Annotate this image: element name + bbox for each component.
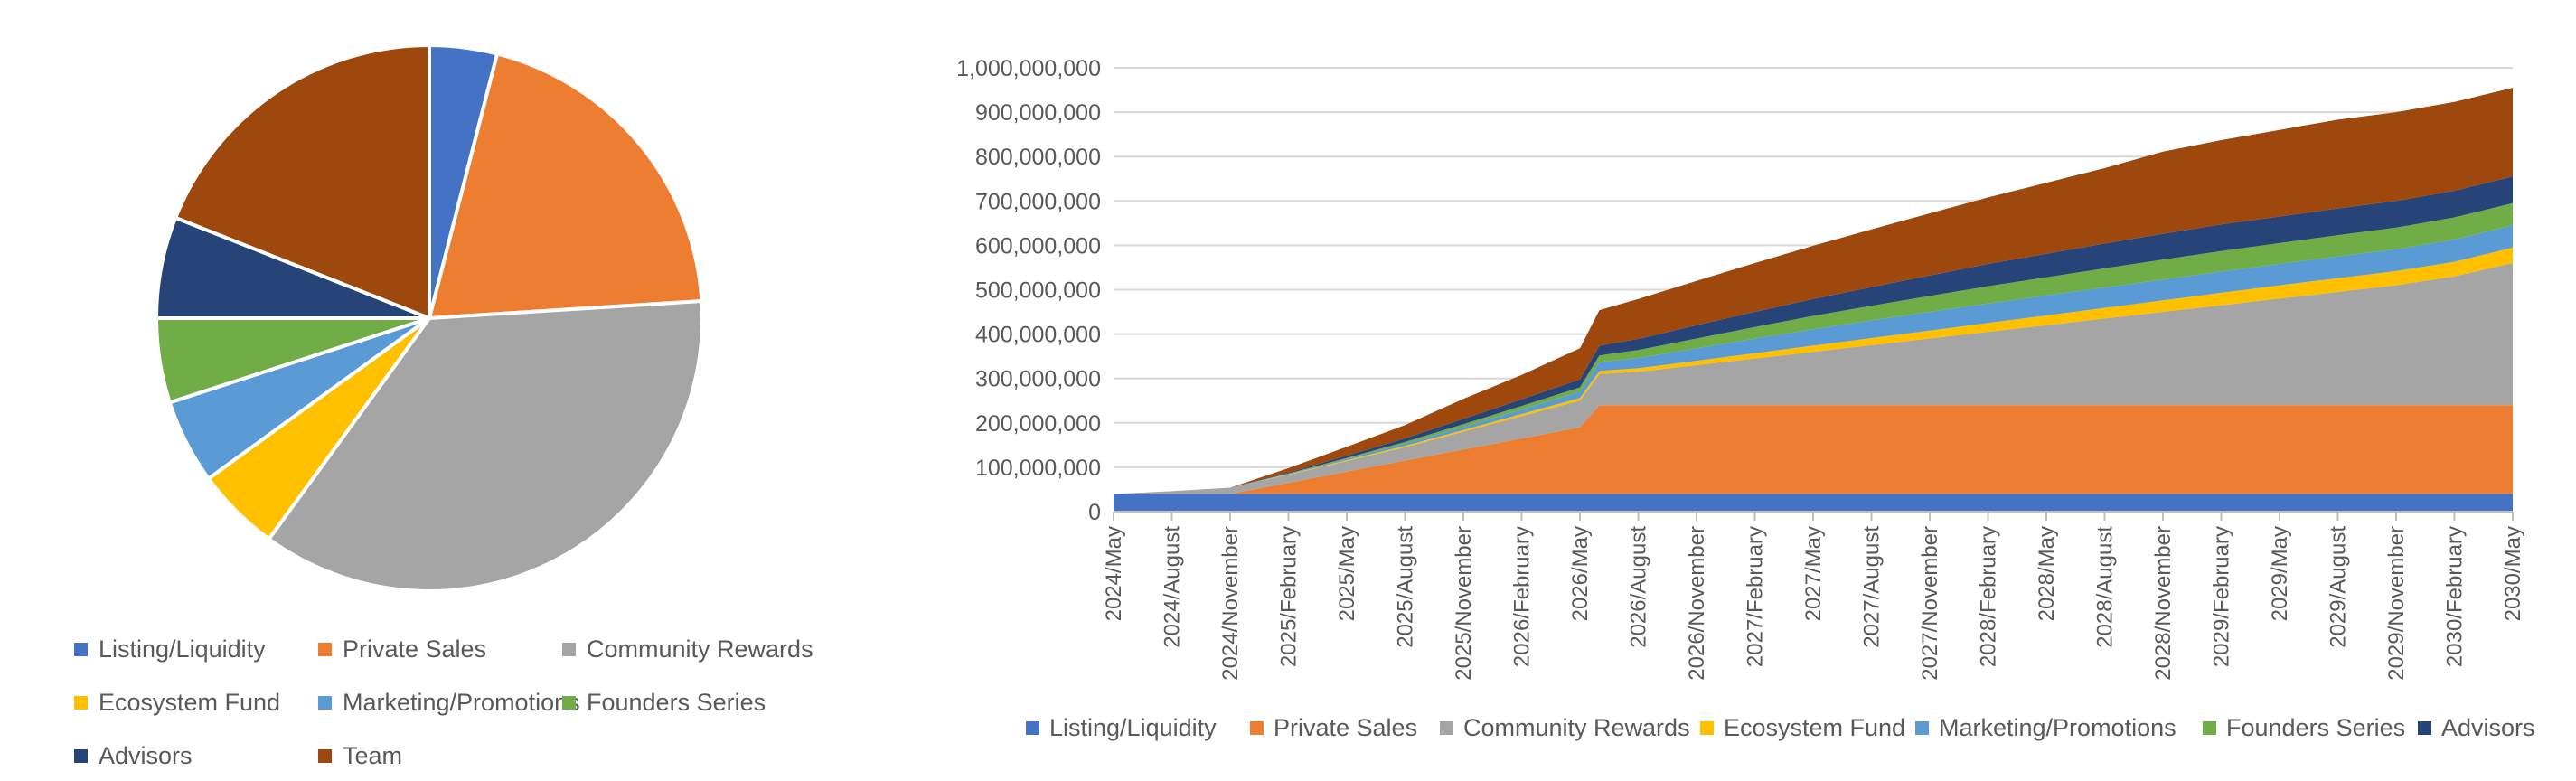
legend-swatch xyxy=(74,643,88,656)
x-tick-label: 2027/May xyxy=(1801,526,1826,621)
x-tick-label: 2030/May xyxy=(2501,526,2525,621)
legend-label: Marketing/Promotions xyxy=(1939,714,2176,741)
legend-swatch xyxy=(1026,721,1039,735)
legend-label: Team xyxy=(343,742,403,769)
area-legend-item-private-sales: Private Sales xyxy=(1250,714,1417,741)
x-tick-label: 2027/August xyxy=(1860,526,1885,648)
y-tick-label: 400,000,000 xyxy=(975,323,1101,348)
pie-legend: Listing/Liquidity Private Sales Community … xyxy=(0,624,868,781)
y-tick-label: 700,000,000 xyxy=(975,189,1101,214)
x-tick-label: 2027/February xyxy=(1744,526,1768,667)
legend-swatch xyxy=(1440,721,1453,735)
legend-swatch xyxy=(1915,721,1929,735)
pie-legend-item-advisors: Advisors xyxy=(74,742,193,770)
y-tick-label: 500,000,000 xyxy=(975,278,1101,304)
x-tick-label: 2024/May xyxy=(1102,526,1126,621)
legend-label: Community Rewards xyxy=(587,635,813,663)
y-tick-label: 200,000,000 xyxy=(975,411,1101,437)
legend-label: Advisors xyxy=(99,742,193,769)
y-tick-label: 600,000,000 xyxy=(975,233,1101,259)
allocation-pie-chart xyxy=(155,43,704,593)
y-tick-label: 300,000,000 xyxy=(975,367,1101,392)
legend-swatch xyxy=(562,643,576,656)
area-legend-item-community-rewards: Community Rewards xyxy=(1440,714,1690,741)
area-series-advisors xyxy=(1114,176,2513,494)
pie-legend-item-marketing-promotions: Marketing/Promotions xyxy=(318,689,580,717)
legend-label: Ecosystem Fund xyxy=(1724,714,1905,741)
x-tick-label: 2024/August xyxy=(1161,526,1185,648)
x-tick-label: 2028/August xyxy=(2093,526,2118,648)
area-legend-item-marketing-promotions: Marketing/Promotions xyxy=(1915,714,2176,741)
pie-legend-item-ecosystem-fund: Ecosystem Fund xyxy=(74,689,280,717)
area-legend-item-founders-series: Founders Series xyxy=(2203,714,2405,741)
legend-label: Listing/Liquidity xyxy=(1049,714,1217,741)
pie-legend-item-private-sales: Private Sales xyxy=(318,635,486,663)
x-tick-label: 2025/February xyxy=(1277,526,1302,667)
legend-swatch xyxy=(2418,721,2431,735)
area-series-founders-series xyxy=(1114,202,2513,494)
x-tick-label: 2029/February xyxy=(2210,526,2234,667)
legend-swatch xyxy=(74,749,88,763)
area-series-community-rewards xyxy=(1114,263,2513,494)
legend-label: Community Rewards xyxy=(1463,714,1690,741)
y-tick-label: 1,000,000,000 xyxy=(956,56,1101,81)
x-tick-label: 2026/February xyxy=(1510,526,1535,667)
x-tick-label: 2024/November xyxy=(1218,526,1243,681)
x-tick-label: 2029/May xyxy=(2268,526,2292,621)
y-tick-label: 100,000,000 xyxy=(975,456,1101,481)
legend-label: Founders Series xyxy=(2226,714,2405,741)
legend-swatch xyxy=(1700,721,1714,735)
x-tick-label: 2028/February xyxy=(1977,526,2001,667)
x-tick-label: 2025/August xyxy=(1394,526,1418,648)
vesting-area-chart: 0 100,000,000 200,000,000 300,000,000 400,00… xyxy=(956,56,2535,741)
x-tick-label: 2028/November xyxy=(2151,526,2176,681)
area-series-group xyxy=(1114,88,2513,512)
pie-slice-team xyxy=(174,43,431,320)
x-tick-label: 2025/November xyxy=(1452,526,1476,681)
area-legend-item-advisors: Advisors xyxy=(2418,714,2535,741)
area-series-team xyxy=(1114,88,2513,494)
legend-swatch xyxy=(74,696,88,710)
legend-label: Advisors xyxy=(2441,714,2535,741)
x-tick-label: 2030/February xyxy=(2443,526,2468,667)
legend-swatch xyxy=(562,696,576,710)
area-legend: Listing/Liquidity Private Sales Community … xyxy=(1026,714,2535,741)
y-tick-label: 0 xyxy=(1088,500,1101,525)
x-tick-label: 2027/November xyxy=(1918,526,1942,681)
x-tick-label: 2025/May xyxy=(1335,526,1359,621)
x-tick-label: 2028/May xyxy=(2035,526,2059,621)
legend-swatch xyxy=(2203,721,2216,735)
pie-legend-item-community-rewards: Community Rewards xyxy=(562,635,813,663)
pie-legend-item-listing-liquidity: Listing/Liquidity xyxy=(74,635,266,663)
pie-slice-private-sales xyxy=(428,52,704,320)
area-legend-item-ecosystem-fund: Ecosystem Fund xyxy=(1700,714,1905,741)
legend-label: Marketing/Promotions xyxy=(343,689,580,716)
legend-swatch xyxy=(318,696,332,710)
legend-swatch xyxy=(1250,721,1264,735)
legend-label: Private Sales xyxy=(343,635,487,663)
y-tick-label: 800,000,000 xyxy=(975,145,1101,170)
x-tick-label: 2029/August xyxy=(2327,526,2351,648)
legend-label: Ecosystem Fund xyxy=(99,689,281,716)
x-tick-label: 2026/May xyxy=(1568,526,1593,621)
y-tick-label: 900,000,000 xyxy=(975,100,1101,126)
x-tick-label: 2026/August xyxy=(1627,526,1651,648)
legend-swatch xyxy=(318,749,332,763)
legend-label: Private Sales xyxy=(1274,714,1417,741)
area-series-private-sales xyxy=(1114,405,2513,494)
pie-legend-item-founders-series: Founders Series xyxy=(562,689,766,717)
area-series-marketing-promotions xyxy=(1114,225,2513,494)
pie-legend-item-team: Team xyxy=(318,742,402,770)
x-tick-label: 2026/November xyxy=(1685,526,1709,681)
x-tick-label: 2029/November xyxy=(2384,526,2409,681)
legend-label: Founders Series xyxy=(587,689,766,716)
legend-swatch xyxy=(318,643,332,656)
area-series-ecosystem-fund xyxy=(1114,247,2513,494)
area-legend-item-listing-liquidity: Listing/Liquidity xyxy=(1026,714,1217,741)
pie-slice-community-rewards xyxy=(267,299,704,593)
area-series-listing-liquidity xyxy=(1114,494,2513,512)
legend-label: Listing/Liquidity xyxy=(99,635,266,663)
